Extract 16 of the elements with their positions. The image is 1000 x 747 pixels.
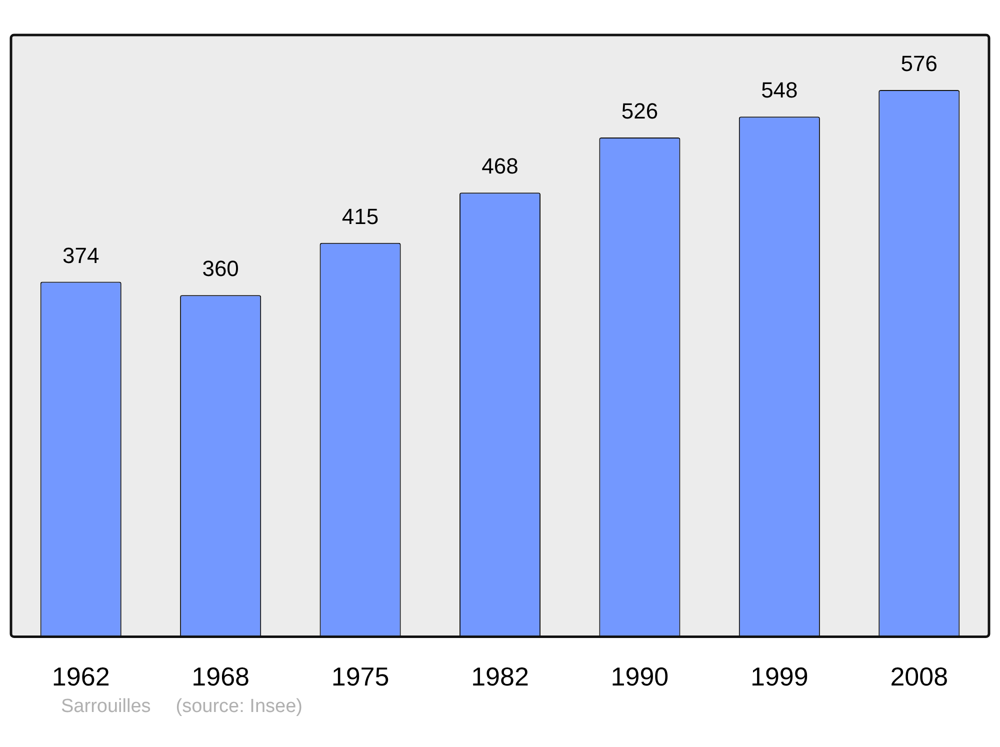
data-label: 415 xyxy=(342,204,379,229)
text: Sarrouilles xyxy=(61,696,151,718)
text: (source: Insee) xyxy=(176,696,302,718)
data-label: 468 xyxy=(482,154,518,179)
x-tick-label: 1999 xyxy=(750,662,808,692)
data-label: 360 xyxy=(202,256,239,282)
x-tick-label: 2008 xyxy=(890,662,948,692)
data-label: 576 xyxy=(900,51,938,76)
data-label: 548 xyxy=(761,78,798,103)
x-tick-label: 1962 xyxy=(52,662,110,692)
x-tick-label: 1990 xyxy=(610,662,669,692)
data-label: 526 xyxy=(621,98,658,124)
data-label: 374 xyxy=(62,242,100,268)
x-tick-label: 1982 xyxy=(471,662,529,692)
x-tick-label: 1975 xyxy=(331,662,390,692)
x-tick-label: 1968 xyxy=(192,662,250,692)
